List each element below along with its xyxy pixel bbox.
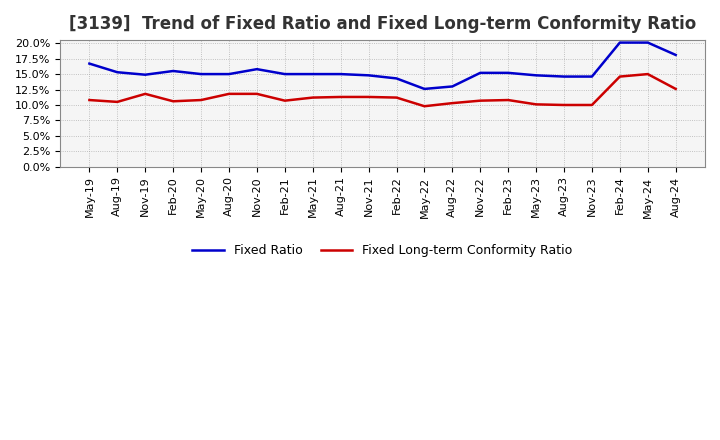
Fixed Long-term Conformity Ratio [141,91,150,96]
Fixed Long-term Conformity Ratio [281,98,289,103]
Fixed Long-term Conformity Ratio [336,94,345,99]
Fixed Long-term Conformity Ratio [644,71,652,77]
Fixed Ratio [532,73,541,78]
Fixed Ratio [644,40,652,45]
Fixed Long-term Conformity Ratio [253,91,261,96]
Fixed Ratio [476,70,485,76]
Fixed Ratio [169,68,178,73]
Line: Fixed Ratio: Fixed Ratio [89,43,675,89]
Fixed Ratio [281,71,289,77]
Fixed Long-term Conformity Ratio [588,103,596,108]
Fixed Ratio [588,74,596,79]
Fixed Long-term Conformity Ratio [504,97,513,103]
Fixed Long-term Conformity Ratio [616,74,624,79]
Fixed Long-term Conformity Ratio [169,99,178,104]
Fixed Long-term Conformity Ratio [113,99,122,105]
Fixed Long-term Conformity Ratio [532,102,541,107]
Fixed Long-term Conformity Ratio [671,86,680,92]
Fixed Ratio [559,74,568,79]
Line: Fixed Long-term Conformity Ratio: Fixed Long-term Conformity Ratio [89,74,675,106]
Fixed Ratio [141,72,150,77]
Fixed Ratio [364,73,373,78]
Fixed Long-term Conformity Ratio [197,97,205,103]
Fixed Long-term Conformity Ratio [559,103,568,108]
Fixed Long-term Conformity Ratio [225,91,233,96]
Fixed Ratio [616,40,624,45]
Fixed Ratio [225,71,233,77]
Fixed Long-term Conformity Ratio [364,94,373,99]
Fixed Ratio [253,66,261,72]
Fixed Ratio [420,86,428,92]
Fixed Ratio [336,71,345,77]
Legend: Fixed Ratio, Fixed Long-term Conformity Ratio: Fixed Ratio, Fixed Long-term Conformity … [187,239,577,262]
Fixed Long-term Conformity Ratio [85,97,94,103]
Fixed Ratio [671,52,680,58]
Fixed Long-term Conformity Ratio [308,95,317,100]
Fixed Ratio [308,71,317,77]
Fixed Ratio [85,61,94,66]
Fixed Long-term Conformity Ratio [476,98,485,103]
Title: [3139]  Trend of Fixed Ratio and Fixed Long-term Conformity Ratio: [3139] Trend of Fixed Ratio and Fixed Lo… [69,15,696,33]
Fixed Ratio [113,70,122,75]
Fixed Long-term Conformity Ratio [392,95,401,100]
Fixed Long-term Conformity Ratio [448,100,456,106]
Fixed Ratio [504,70,513,76]
Fixed Ratio [448,84,456,89]
Fixed Long-term Conformity Ratio [420,103,428,109]
Fixed Ratio [392,76,401,81]
Fixed Ratio [197,71,205,77]
